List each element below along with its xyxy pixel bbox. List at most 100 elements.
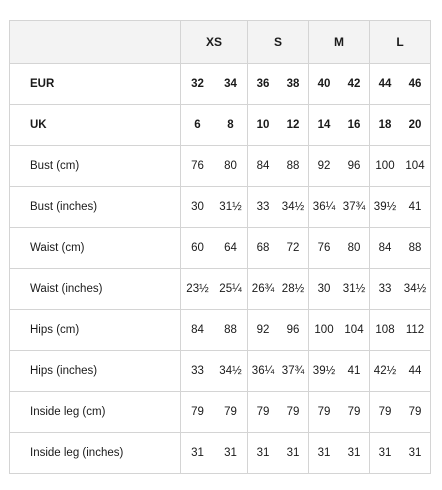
size-value: 31 [286,447,300,459]
size-value: 34½ [281,201,305,213]
size-value: 44 [408,365,422,377]
column-header-s: S [247,20,309,64]
size-value: 32 [191,78,204,90]
size-cell: 23½ 25¼ [180,268,248,310]
size-value: 100 [314,324,334,336]
size-cell: 44 46 [369,63,431,105]
size-value: 38 [286,78,300,90]
size-value: 42 [347,78,361,90]
size-value: 31½ [342,283,366,295]
size-value: 26¾ [251,283,275,295]
size-value: 41 [408,201,422,213]
size-value: 42½ [373,365,397,377]
size-value: 31 [191,447,204,459]
size-cell: 33 34½ [369,268,431,310]
size-value: 39½ [312,365,336,377]
size-value: 100 [375,160,395,172]
size-value: 79 [408,406,422,418]
size-value: 68 [256,242,270,254]
size-cell: 10 12 [247,104,309,146]
size-value: 14 [317,119,331,131]
size-value: 23½ [186,283,209,295]
size-cell: 31 31 [369,432,431,474]
size-value: 60 [191,242,204,254]
size-value: 41 [347,365,361,377]
size-value: 104 [344,324,364,336]
size-value: 72 [286,242,300,254]
size-value: 37¾ [342,201,366,213]
size-cell: 31 31 [247,432,309,474]
size-value: 33 [191,365,204,377]
row-label: EUR [9,63,181,105]
size-value: 92 [317,160,331,172]
row-label: Waist (cm) [9,227,181,269]
table-row: Bust (cm) 76 80 84 88 92 96 100 104 [9,145,431,187]
size-cell: 31 31 [308,432,370,474]
size-value: 79 [191,406,204,418]
corner-cell [9,20,181,64]
size-cell: 33 34½ [180,350,248,392]
size-cell: 26¾ 28½ [247,268,309,310]
size-value: 79 [378,406,392,418]
size-value: 76 [317,242,331,254]
size-cell: 30 31½ [180,186,248,228]
size-value: 25¼ [219,283,242,295]
size-cell: 30 31½ [308,268,370,310]
size-value: 79 [347,406,361,418]
size-value: 31 [378,447,392,459]
size-cell: 92 96 [308,145,370,187]
size-value: 31 [347,447,361,459]
size-cell: 100 104 [369,145,431,187]
size-value: 39½ [373,201,397,213]
size-value: 96 [286,324,300,336]
size-value: 84 [378,242,392,254]
size-cell: 39½ 41 [369,186,431,228]
size-value: 28½ [281,283,305,295]
size-cell: 92 96 [247,309,309,351]
size-cell: 79 79 [308,391,370,433]
size-chart-table: XS S M L EUR 32 34 36 38 40 42 44 46 UK 6 8 10 12 14 16… [9,20,431,474]
row-label: UK [9,104,181,146]
table-row: Bust (inches) 30 31½ 33 34½ 36¼ 37¾ 39½ 41 [9,186,431,228]
size-cell: 84 88 [247,145,309,187]
size-value: 88 [408,242,422,254]
table-row: UK 6 8 10 12 14 16 18 20 [9,104,431,146]
row-label: Inside leg (inches) [9,432,181,474]
size-value: 34 [224,78,237,90]
table-row: Waist (inches) 23½ 25¼ 26¾ 28½ 30 31½ 33 34½ [9,268,431,310]
size-value: 34½ [403,283,427,295]
table-row: Hips (inches) 33 34½ 36¼ 37¾ 39½ 41 42½ 44 [9,350,431,392]
size-cell: 42½ 44 [369,350,431,392]
table-row: Inside leg (cm) 79 79 79 79 79 79 79 79 [9,391,431,433]
size-value: 30 [191,201,204,213]
size-value: 79 [286,406,300,418]
size-value: 31½ [219,201,242,213]
size-value: 96 [347,160,361,172]
size-cell: 31 31 [180,432,248,474]
size-cell: 84 88 [369,227,431,269]
size-cell: 108 112 [369,309,431,351]
column-header-m: M [308,20,370,64]
table-row: Waist (cm) 60 64 68 72 76 80 84 88 [9,227,431,269]
size-value: 34½ [219,365,242,377]
size-value: 10 [256,119,270,131]
size-cell: 79 79 [180,391,248,433]
size-cell: 32 34 [180,63,248,105]
size-value: 80 [347,242,361,254]
size-value: 76 [191,160,204,172]
table-row: Hips (cm) 84 88 92 96 100 104 108 112 [9,309,431,351]
row-label: Bust (cm) [9,145,181,187]
size-cell: 79 79 [247,391,309,433]
size-value: 84 [256,160,270,172]
size-cell: 33 34½ [247,186,309,228]
size-value: 92 [256,324,270,336]
size-value: 12 [286,119,300,131]
size-value: 79 [256,406,270,418]
table-body: EUR 32 34 36 38 40 42 44 46 UK 6 8 10 12 14 16 18 20 Bust … [9,63,431,474]
size-value: 31 [224,447,237,459]
size-value: 80 [224,160,237,172]
column-header-xs: XS [180,20,248,64]
row-label: Hips (cm) [9,309,181,351]
size-value: 88 [286,160,300,172]
